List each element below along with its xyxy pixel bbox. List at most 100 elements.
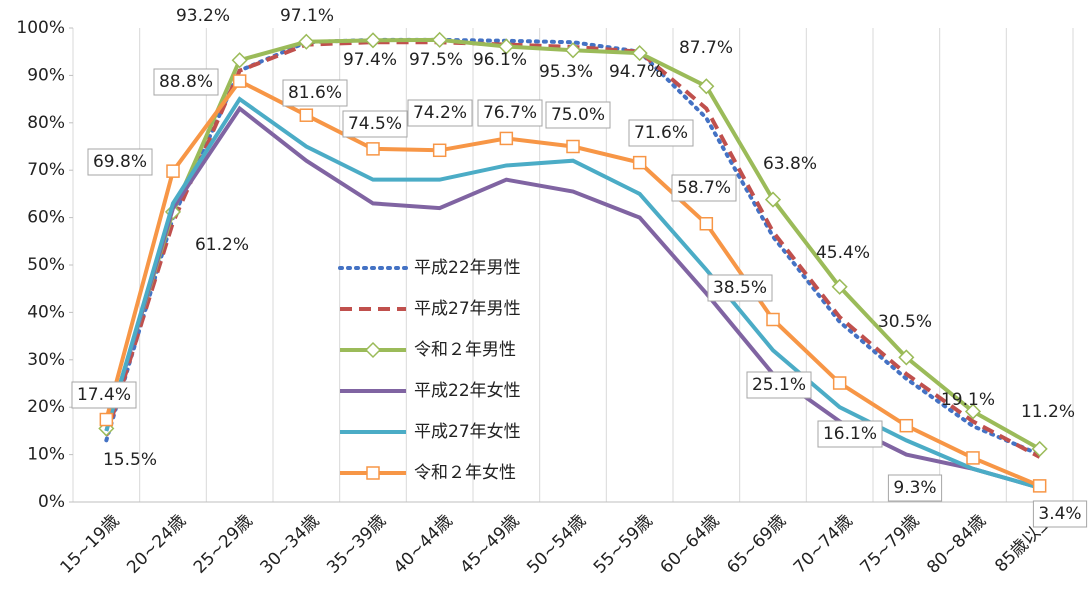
data-label: 74.5% [348,114,402,134]
x-tick-label: 20~24歳 [123,511,190,578]
data-label: 87.7% [679,38,733,58]
series [104,105,1041,490]
point-marker [432,143,447,158]
data-label: 9.3% [893,478,936,498]
data-label: 15.5% [103,450,157,470]
x-tick-label: 40~44歳 [390,511,457,578]
series-line [104,37,1042,457]
point-marker [99,412,114,427]
data-label-box [1032,500,1088,528]
point-marker [766,312,780,327]
x-tick-label: 25~29歳 [190,511,257,578]
legend-label: 令和２年女性 [414,463,516,483]
point-marker [232,74,247,88]
data-label-box [153,68,219,96]
series [104,37,1042,457]
x-tick-label: 70~74歳 [790,511,857,578]
data-label: 69.8% [93,152,147,172]
point-marker [699,217,714,231]
point-marker [899,418,914,433]
point-marker [364,32,382,49]
data-label: 97.4% [343,50,397,70]
data-label: 16.1% [823,424,877,444]
legend-label: 令和２年男性 [414,340,516,360]
x-tick-label: 75~79歳 [857,511,924,578]
series [99,74,1047,493]
y-tick-label: 100% [16,18,65,38]
data-label-box [342,110,408,138]
legend-marker [364,341,382,359]
data-label: 11.2% [1021,402,1075,422]
data-label: 58.7% [677,178,731,198]
series-line [104,105,1041,490]
series [104,96,1041,490]
series-line [104,96,1041,490]
point-marker [366,142,380,156]
point-marker [299,108,314,122]
data-label: 30.5% [878,312,932,332]
data-label: 17.4% [77,385,131,405]
y-tick-label: 30% [27,350,65,370]
point-marker [498,38,515,55]
legend-label: 平成22年男性 [414,258,521,278]
point-marker [631,45,648,62]
data-label: 76.7% [483,103,537,123]
x-tick-label: 80~84歳 [923,511,990,578]
series [98,31,1048,457]
point-marker [499,131,514,146]
data-label: 71.6% [634,123,688,143]
legend-label: 平成27年男性 [414,299,521,319]
data-label: 88.8% [159,72,213,92]
data-label-box [477,99,543,127]
data-label-box [671,174,737,202]
data-label-box [817,420,883,448]
data-label: 97.1% [280,6,334,26]
point-marker [632,155,647,170]
point-marker [231,52,248,69]
data-label-box [628,119,694,147]
y-tick-label: 50% [27,255,65,275]
data-label-box [87,148,153,176]
point-marker [566,139,580,154]
point-marker [764,191,782,208]
legend-label: 平成22年女性 [414,381,521,401]
x-tick-label: 45~49歳 [457,511,524,578]
y-tick-label: 10% [27,445,65,465]
data-label: 38.5% [713,278,767,298]
data-label: 95.3% [539,62,593,82]
point-marker [964,403,982,420]
x-tick-label: 65~69歳 [723,511,790,578]
legend-label: 平成27年女性 [414,422,521,442]
data-label: 75.0% [551,105,605,125]
data-label-box [746,371,812,399]
data-label: 61.2% [195,235,249,255]
point-marker [698,78,715,95]
y-tick-label: 40% [27,302,65,322]
point-marker [166,164,180,178]
y-tick-label: 60% [27,208,65,228]
point-marker [1031,440,1048,457]
x-tick-label: 60~64歳 [657,511,724,578]
x-tick-label: 35~39歳 [323,511,390,578]
data-label-box [282,79,348,107]
data-label: 93.2% [176,6,230,26]
legend-marker [366,466,380,480]
data-label-box [545,101,611,129]
x-tick-label: 15~19歳 [57,511,124,578]
data-label-box [887,474,943,502]
data-label: 25.1% [752,375,806,395]
point-marker [831,278,848,295]
point-marker [1032,479,1047,493]
y-tick-label: 20% [27,397,65,417]
data-label-box [71,381,137,409]
x-tick-label: 30~34歳 [257,511,324,578]
data-label: 96.1% [473,50,527,70]
point-marker [966,451,980,465]
point-marker [832,376,847,390]
y-tick-label: 70% [27,160,65,180]
x-tick-label: 55~59歳 [590,511,657,578]
data-label: 3.4% [1038,504,1081,524]
data-label: 94.7% [609,62,663,82]
point-marker [564,42,582,59]
